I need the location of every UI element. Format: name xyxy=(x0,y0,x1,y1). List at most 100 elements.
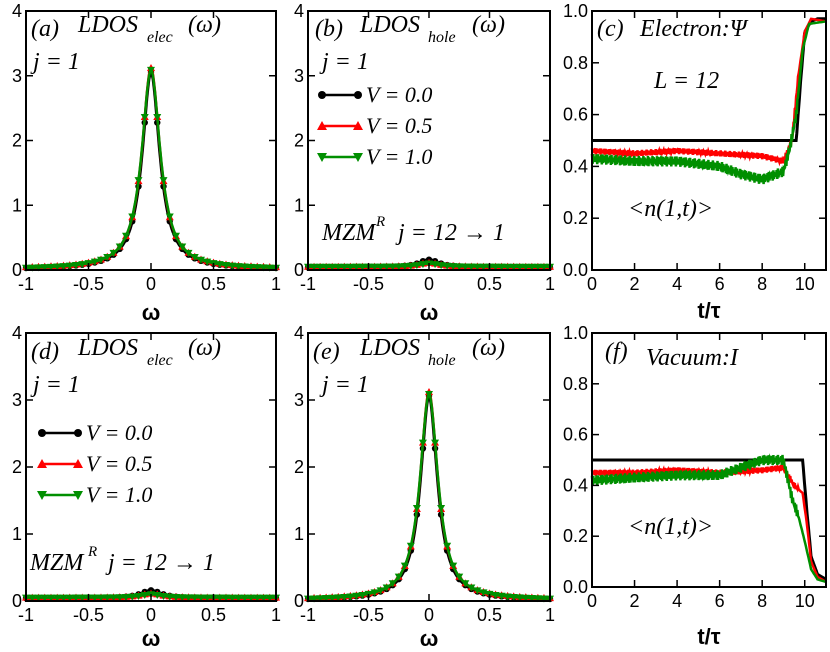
y-tick-label: 0.4 xyxy=(563,475,588,495)
data-point xyxy=(455,263,464,271)
data-point xyxy=(376,587,385,595)
annotation: j = 1 xyxy=(319,372,369,398)
data-point xyxy=(165,213,174,221)
data-point xyxy=(184,594,193,602)
x-axis-label: t/τ xyxy=(697,624,720,649)
data-point xyxy=(461,580,470,588)
x-tick-label: 0.5 xyxy=(201,605,226,625)
data-point xyxy=(412,504,421,512)
data-point xyxy=(40,264,49,272)
data-point xyxy=(461,263,470,271)
data-point xyxy=(328,263,337,271)
data-point xyxy=(203,258,212,266)
data-point xyxy=(103,594,112,602)
data-point xyxy=(109,249,118,257)
data-point xyxy=(172,593,180,601)
data-point xyxy=(234,594,243,602)
data-point xyxy=(134,592,143,600)
x-axis-label: ω xyxy=(420,300,439,325)
legend-marker xyxy=(353,121,363,130)
data-point xyxy=(334,594,343,602)
data-point xyxy=(53,263,62,271)
legend-entry: V = 0.5 xyxy=(86,451,152,476)
annotation: (a) xyxy=(31,16,59,42)
data-point xyxy=(103,253,112,261)
x-tick-label: 0 xyxy=(587,591,597,611)
y-tick-label: 0.6 xyxy=(563,425,588,445)
x-tick-label: 0.5 xyxy=(477,605,502,625)
annotation: <n(1,t)> xyxy=(628,514,713,540)
data-point xyxy=(437,262,446,270)
data-point xyxy=(222,594,230,602)
data-point xyxy=(197,594,205,602)
annotation: elec xyxy=(147,352,173,369)
legend-marker xyxy=(354,91,362,99)
x-tick-label: 2 xyxy=(630,591,640,611)
data-point xyxy=(90,594,99,602)
y-tick-label: 4 xyxy=(12,1,22,21)
series-line-2 xyxy=(307,391,551,600)
legend-entry: V = 1.0 xyxy=(86,482,152,507)
y-tick-label: 0 xyxy=(12,591,22,611)
data-point xyxy=(449,263,458,271)
data-point xyxy=(467,263,476,271)
data-point xyxy=(203,594,212,602)
legend-marker xyxy=(317,153,327,162)
y-tick-label: 0 xyxy=(12,260,22,280)
data-point xyxy=(65,262,74,270)
data-point xyxy=(259,264,268,272)
data-point xyxy=(310,263,319,271)
x-tick-label: 8 xyxy=(757,591,767,611)
data-point xyxy=(240,263,249,271)
data-point xyxy=(437,504,446,512)
y-tick-label: 2 xyxy=(12,131,22,151)
x-tick-label: 1 xyxy=(545,274,555,294)
annotation: LDOS xyxy=(359,12,420,38)
y-tick-label: 0 xyxy=(294,591,304,611)
data-point xyxy=(503,593,512,601)
data-point xyxy=(328,594,337,602)
annotation: (ω) xyxy=(188,12,221,38)
data-point xyxy=(147,66,155,74)
annotation: Electron:Ψ xyxy=(639,16,749,42)
data-point xyxy=(40,594,49,602)
y-tick-label: 4 xyxy=(12,323,22,343)
y-tick-label: 0.8 xyxy=(563,53,588,73)
data-point xyxy=(197,256,205,264)
data-point xyxy=(473,263,482,271)
series-line-2 xyxy=(590,20,827,185)
y-tick-label: 3 xyxy=(294,390,304,410)
series-group xyxy=(590,17,827,185)
x-tick-label: -0.5 xyxy=(73,274,104,294)
data-point xyxy=(533,595,542,603)
legend-entry: V = 0.5 xyxy=(366,113,432,138)
data-point xyxy=(358,263,367,271)
y-tick-label: 0 xyxy=(294,260,304,280)
data-point xyxy=(527,595,536,603)
data-point xyxy=(455,573,464,581)
data-point xyxy=(431,261,440,269)
series-group xyxy=(22,63,280,272)
x-tick-label: -0.5 xyxy=(353,274,384,294)
data-point xyxy=(346,593,355,601)
y-tick-label: 1 xyxy=(12,195,22,215)
data-point xyxy=(515,594,524,602)
data-point xyxy=(370,589,379,597)
annotation: (c) xyxy=(597,16,624,42)
legend-marker xyxy=(74,429,82,437)
data-point xyxy=(190,594,199,602)
y-tick-label: 3 xyxy=(294,66,304,86)
data-point xyxy=(527,263,536,271)
annotation: (ω) xyxy=(472,335,505,361)
x-tick-label: -1 xyxy=(300,605,316,625)
x-tick-label: 0 xyxy=(587,274,597,294)
data-point xyxy=(265,594,274,602)
x-tick-label: 0 xyxy=(146,605,156,625)
annotation: j = 1 xyxy=(30,372,80,398)
x-tick-label: 6 xyxy=(715,591,725,611)
data-point xyxy=(78,261,87,269)
annotation: (b) xyxy=(315,16,343,42)
data-point xyxy=(491,263,500,271)
data-point xyxy=(253,594,262,602)
data-point xyxy=(53,594,62,602)
